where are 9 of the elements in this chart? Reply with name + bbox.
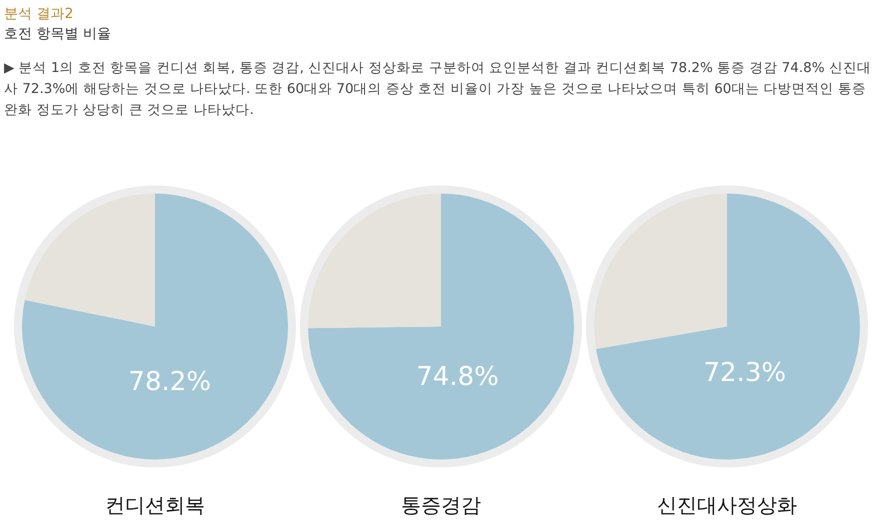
data-label: 72.3% <box>703 358 786 388</box>
text: 신진대사정상화 <box>657 493 797 518</box>
text: ▶ 분석 1의 호전 항목을 컨디션 회복, 통증 경감, 신진대사 정상화로 구분하여 요인분석한 결과 컨디션회복 78.2% 통증 경감 74.8% 신진대사 72.3%에 해당하는 것으로 나타났다. 또한 60대와 70대의 증상 호전 비율이 가장 높은 것으로 나타났으며 특히 60대는 다방면적인 통증 완화 정도가 상당히 큰 것으로 나타났다. <box>4 59 872 120</box>
text: 통증경감 <box>401 493 481 518</box>
data-label: 78.2% <box>128 366 212 397</box>
text: 컨디션회복 <box>105 493 205 518</box>
text: 분석 결과2 <box>4 5 74 24</box>
text: 호전 항목별 비율 <box>4 25 112 44</box>
data-label: 74.8% <box>416 362 499 392</box>
